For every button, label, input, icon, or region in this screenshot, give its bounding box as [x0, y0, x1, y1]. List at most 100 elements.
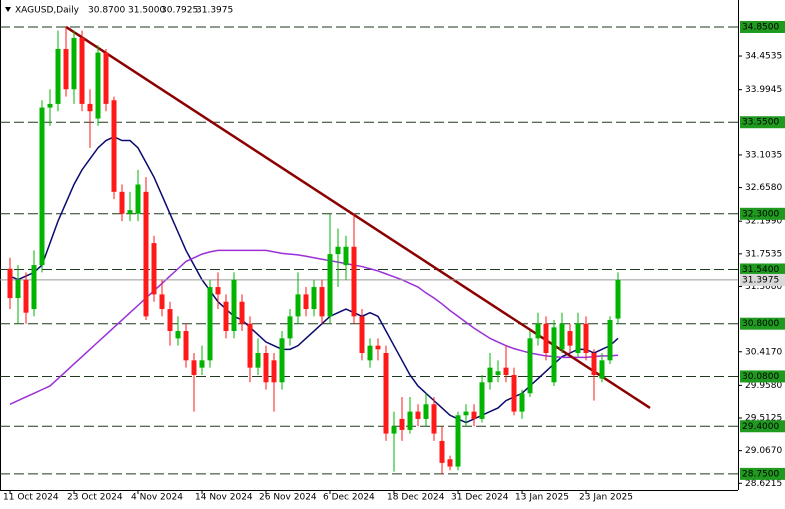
- candle-body: [367, 345, 373, 361]
- candle-body: [303, 294, 309, 310]
- candle-body: [191, 360, 197, 375]
- x-tick-label: 14 Nov 2024: [195, 493, 253, 503]
- x-tick-label: 6 Dec 2024: [323, 493, 375, 503]
- level-label-box: [740, 207, 785, 220]
- candle-body: [79, 37, 85, 104]
- level-label: 30.8000: [742, 319, 779, 329]
- level-label: 30.0800: [742, 372, 779, 382]
- x-tick-label: 26 Nov 2024: [259, 493, 317, 503]
- candle-body: [431, 404, 437, 434]
- candle-body: [447, 459, 453, 467]
- x-tick-label: 23 Jan 2025: [579, 493, 633, 503]
- level-label-box: [740, 263, 785, 276]
- candle-body: [95, 52, 101, 119]
- candle-body: [383, 352, 389, 434]
- price-label-box: [740, 273, 785, 286]
- y-tick-label: 29.5125: [745, 414, 782, 424]
- candle-body: [423, 404, 429, 419]
- level-label: 28.7500: [742, 469, 779, 479]
- y-tick-label: 30.4170: [745, 347, 782, 357]
- candle-body: [103, 52, 109, 104]
- candle-body: [463, 411, 469, 416]
- plot: [0, 25, 738, 475]
- y-tick-label: 31.3080: [745, 282, 782, 292]
- candle-body: [583, 323, 589, 353]
- candle-body: [23, 279, 29, 313]
- candle-body: [375, 345, 381, 350]
- candle-body: [119, 191, 125, 214]
- level-label-box: [740, 370, 785, 383]
- candle-body: [439, 440, 445, 463]
- level-label: 31.5400: [742, 265, 779, 275]
- level-label-box: [740, 420, 785, 433]
- candle-body: [495, 371, 501, 375]
- candle-body: [167, 309, 173, 332]
- candle-body: [199, 360, 205, 368]
- candle-body: [399, 418, 405, 430]
- candle-body: [311, 287, 317, 310]
- candle-body: [263, 352, 269, 383]
- candle-body: [351, 246, 357, 317]
- candle-body: [535, 323, 541, 339]
- candle-body: [255, 352, 261, 368]
- x-tick-label: 23 Oct 2024: [67, 493, 123, 503]
- candle-body: [71, 37, 77, 90]
- candle-body: [7, 268, 13, 299]
- chart-title: XAGUSD,Daily: [15, 6, 80, 16]
- level-label-box: [740, 116, 785, 129]
- y-tick-label: 32.6580: [745, 183, 782, 193]
- x-tick-label: 31 Dec 2024: [451, 493, 509, 503]
- moving-average: [9, 249, 619, 405]
- candle-body: [207, 287, 213, 361]
- y-tick-label: 34.4535: [745, 52, 782, 62]
- x-tick-label: 11 Oct 2024: [3, 493, 59, 503]
- candle-body: [559, 323, 565, 350]
- level-label-box: [740, 20, 785, 33]
- candle-body: [343, 246, 349, 266]
- candle-body: [183, 331, 189, 361]
- candle-body: [39, 107, 45, 266]
- candle-body: [327, 254, 333, 317]
- y-tick-label: 31.7535: [745, 249, 782, 259]
- x-tick-label: 18 Dec 2024: [387, 493, 445, 503]
- candle-body: [239, 301, 245, 324]
- candle-body: [279, 338, 285, 383]
- y-tick-label: 28.6215: [745, 479, 782, 489]
- candle-body: [591, 352, 597, 375]
- candle-body: [231, 279, 237, 332]
- candle-body: [335, 246, 341, 255]
- y-tick-label: 33.9945: [745, 85, 782, 95]
- y-tick-label: 29.9580: [745, 381, 782, 391]
- candle-body: [215, 287, 221, 295]
- candle-body: [271, 360, 277, 383]
- y-tick-label: 29.0670: [745, 446, 782, 456]
- candle-body: [63, 48, 69, 90]
- candle-body: [223, 301, 229, 332]
- candle-body: [47, 103, 53, 108]
- level-label: 33.5500: [742, 118, 779, 128]
- candle-body: [455, 415, 461, 467]
- candle-body: [127, 210, 133, 214]
- candle-body: [407, 411, 413, 430]
- candle-body: [599, 360, 605, 379]
- x-tick-label: 13 Jan 2025: [515, 493, 569, 503]
- candle-body: [55, 48, 61, 104]
- candle-body: [295, 294, 301, 317]
- candle-body: [511, 374, 517, 412]
- last-low: 30.7925: [161, 6, 198, 16]
- candle-body: [175, 331, 181, 339]
- candle-body: [143, 191, 149, 317]
- last-open: 30.8700: [88, 6, 125, 16]
- candle-body: [567, 331, 573, 346]
- candle-body: [391, 426, 397, 434]
- last-close: 31.3975: [196, 6, 233, 16]
- moving-average: [9, 136, 619, 424]
- candle-body: [607, 320, 613, 361]
- last-high: 31.5000: [128, 6, 165, 16]
- candle-body: [159, 294, 165, 310]
- level-label-box: [740, 467, 785, 480]
- candle-body: [31, 265, 37, 310]
- candle-body: [15, 279, 21, 299]
- candle-body: [87, 103, 93, 112]
